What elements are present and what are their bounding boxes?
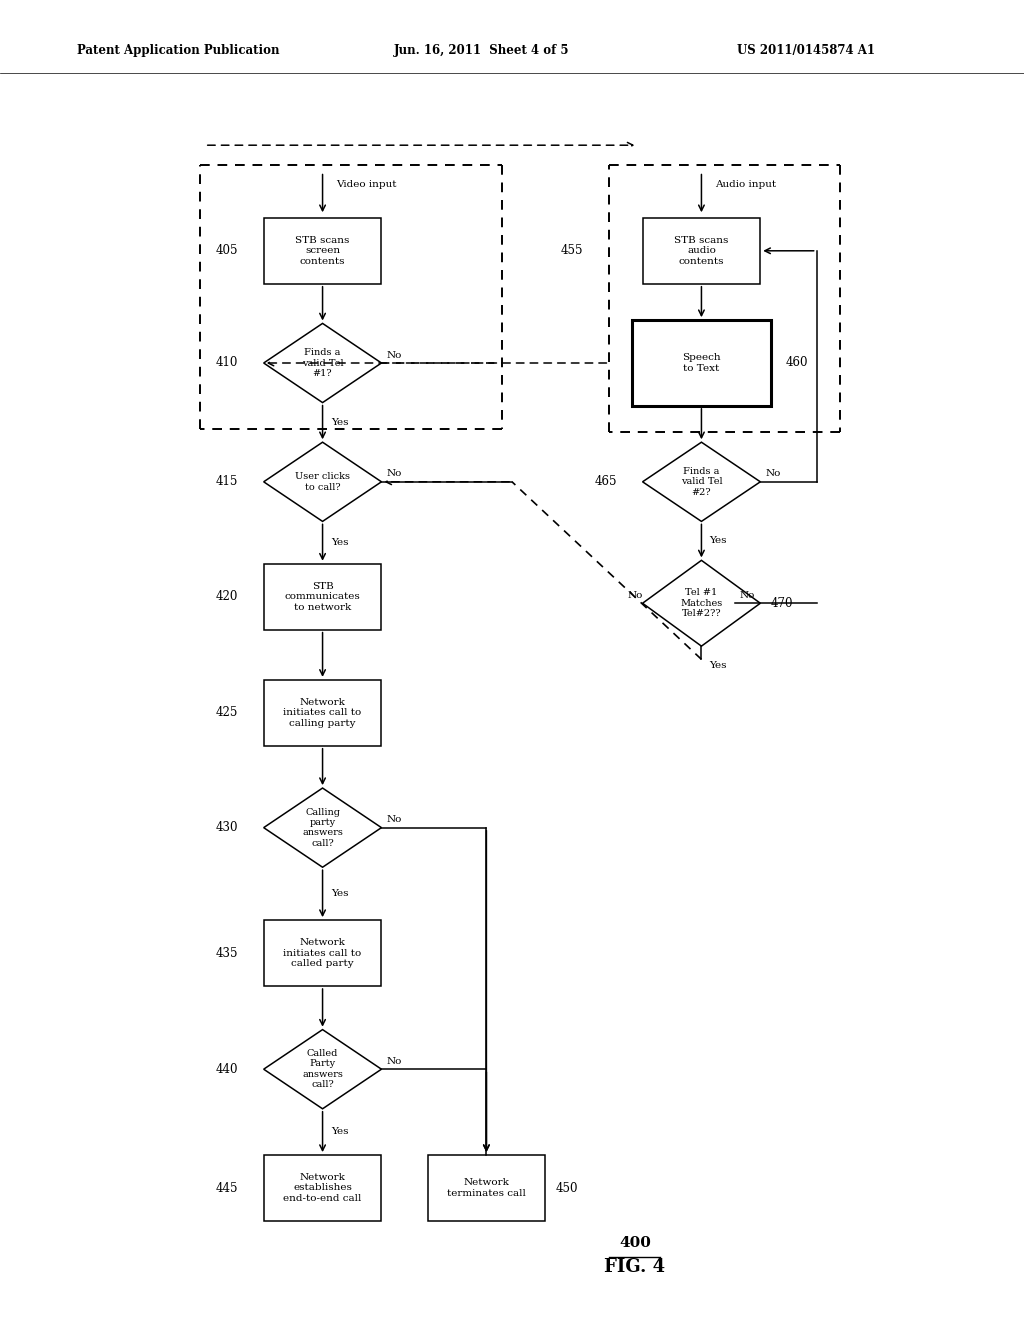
Text: No: No: [387, 470, 402, 478]
Text: No: No: [739, 591, 756, 599]
Text: Yes: Yes: [331, 890, 348, 898]
Polygon shape: [264, 323, 381, 403]
Text: Video input: Video input: [336, 181, 396, 189]
Text: Yes: Yes: [331, 539, 348, 546]
Polygon shape: [643, 442, 760, 521]
Text: FIG. 4: FIG. 4: [604, 1258, 666, 1276]
Polygon shape: [643, 560, 760, 645]
Text: User clicks
to call?: User clicks to call?: [295, 473, 350, 491]
Text: 400: 400: [618, 1237, 651, 1250]
Text: No: No: [766, 470, 781, 478]
Bar: [633, 319, 771, 407]
Text: STB scans
screen
contents: STB scans screen contents: [295, 236, 350, 265]
Text: 445: 445: [216, 1181, 238, 1195]
Text: 410: 410: [216, 356, 238, 370]
Polygon shape: [264, 442, 381, 521]
Bar: [643, 218, 760, 284]
Text: Called
Party
answers
call?: Called Party answers call?: [302, 1049, 343, 1089]
Text: Yes: Yes: [710, 661, 727, 671]
Bar: [264, 920, 381, 986]
Bar: [428, 1155, 545, 1221]
Text: No: No: [387, 351, 402, 359]
Text: Finds a
valid Tel
#1?: Finds a valid Tel #1?: [302, 348, 343, 378]
Bar: [264, 680, 381, 746]
Text: 465: 465: [595, 475, 616, 488]
Text: No: No: [627, 591, 643, 599]
Text: Network
initiates call to
calling party: Network initiates call to calling party: [284, 698, 361, 727]
Text: Network
initiates call to
called party: Network initiates call to called party: [284, 939, 361, 968]
Text: Finds a
valid Tel
#2?: Finds a valid Tel #2?: [681, 467, 722, 496]
Text: No: No: [387, 1057, 402, 1065]
Text: 440: 440: [216, 1063, 238, 1076]
Polygon shape: [264, 788, 381, 867]
Text: Yes: Yes: [331, 418, 348, 426]
Text: 405: 405: [216, 244, 238, 257]
Text: Network
establishes
end-to-end call: Network establishes end-to-end call: [284, 1173, 361, 1203]
Text: Patent Application Publication: Patent Application Publication: [77, 44, 280, 57]
Text: Calling
party
answers
call?: Calling party answers call?: [302, 808, 343, 847]
Text: Jun. 16, 2011  Sheet 4 of 5: Jun. 16, 2011 Sheet 4 of 5: [394, 44, 569, 57]
Text: 425: 425: [216, 706, 238, 719]
Text: 430: 430: [216, 821, 238, 834]
Text: 450: 450: [555, 1181, 578, 1195]
Text: 420: 420: [216, 590, 238, 603]
Polygon shape: [264, 1030, 381, 1109]
Text: STB
communicates
to network: STB communicates to network: [285, 582, 360, 611]
Bar: [264, 1155, 381, 1221]
Text: 455: 455: [561, 244, 583, 257]
Text: US 2011/0145874 A1: US 2011/0145874 A1: [737, 44, 876, 57]
Text: No: No: [387, 816, 402, 824]
Text: Yes: Yes: [331, 1127, 348, 1137]
Text: 470: 470: [771, 597, 793, 610]
Text: Yes: Yes: [710, 536, 727, 545]
Text: Audio input: Audio input: [715, 181, 776, 189]
Text: 415: 415: [216, 475, 238, 488]
Bar: [264, 218, 381, 284]
Text: Speech
to Text: Speech to Text: [682, 354, 721, 372]
Text: 460: 460: [786, 356, 808, 370]
Text: STB scans
audio
contents: STB scans audio contents: [674, 236, 729, 265]
Text: Network
terminates call: Network terminates call: [446, 1179, 526, 1197]
Bar: [264, 564, 381, 630]
Text: 435: 435: [216, 946, 238, 960]
Text: Tel #1
Matches
Tel#2??: Tel #1 Matches Tel#2??: [680, 589, 723, 618]
